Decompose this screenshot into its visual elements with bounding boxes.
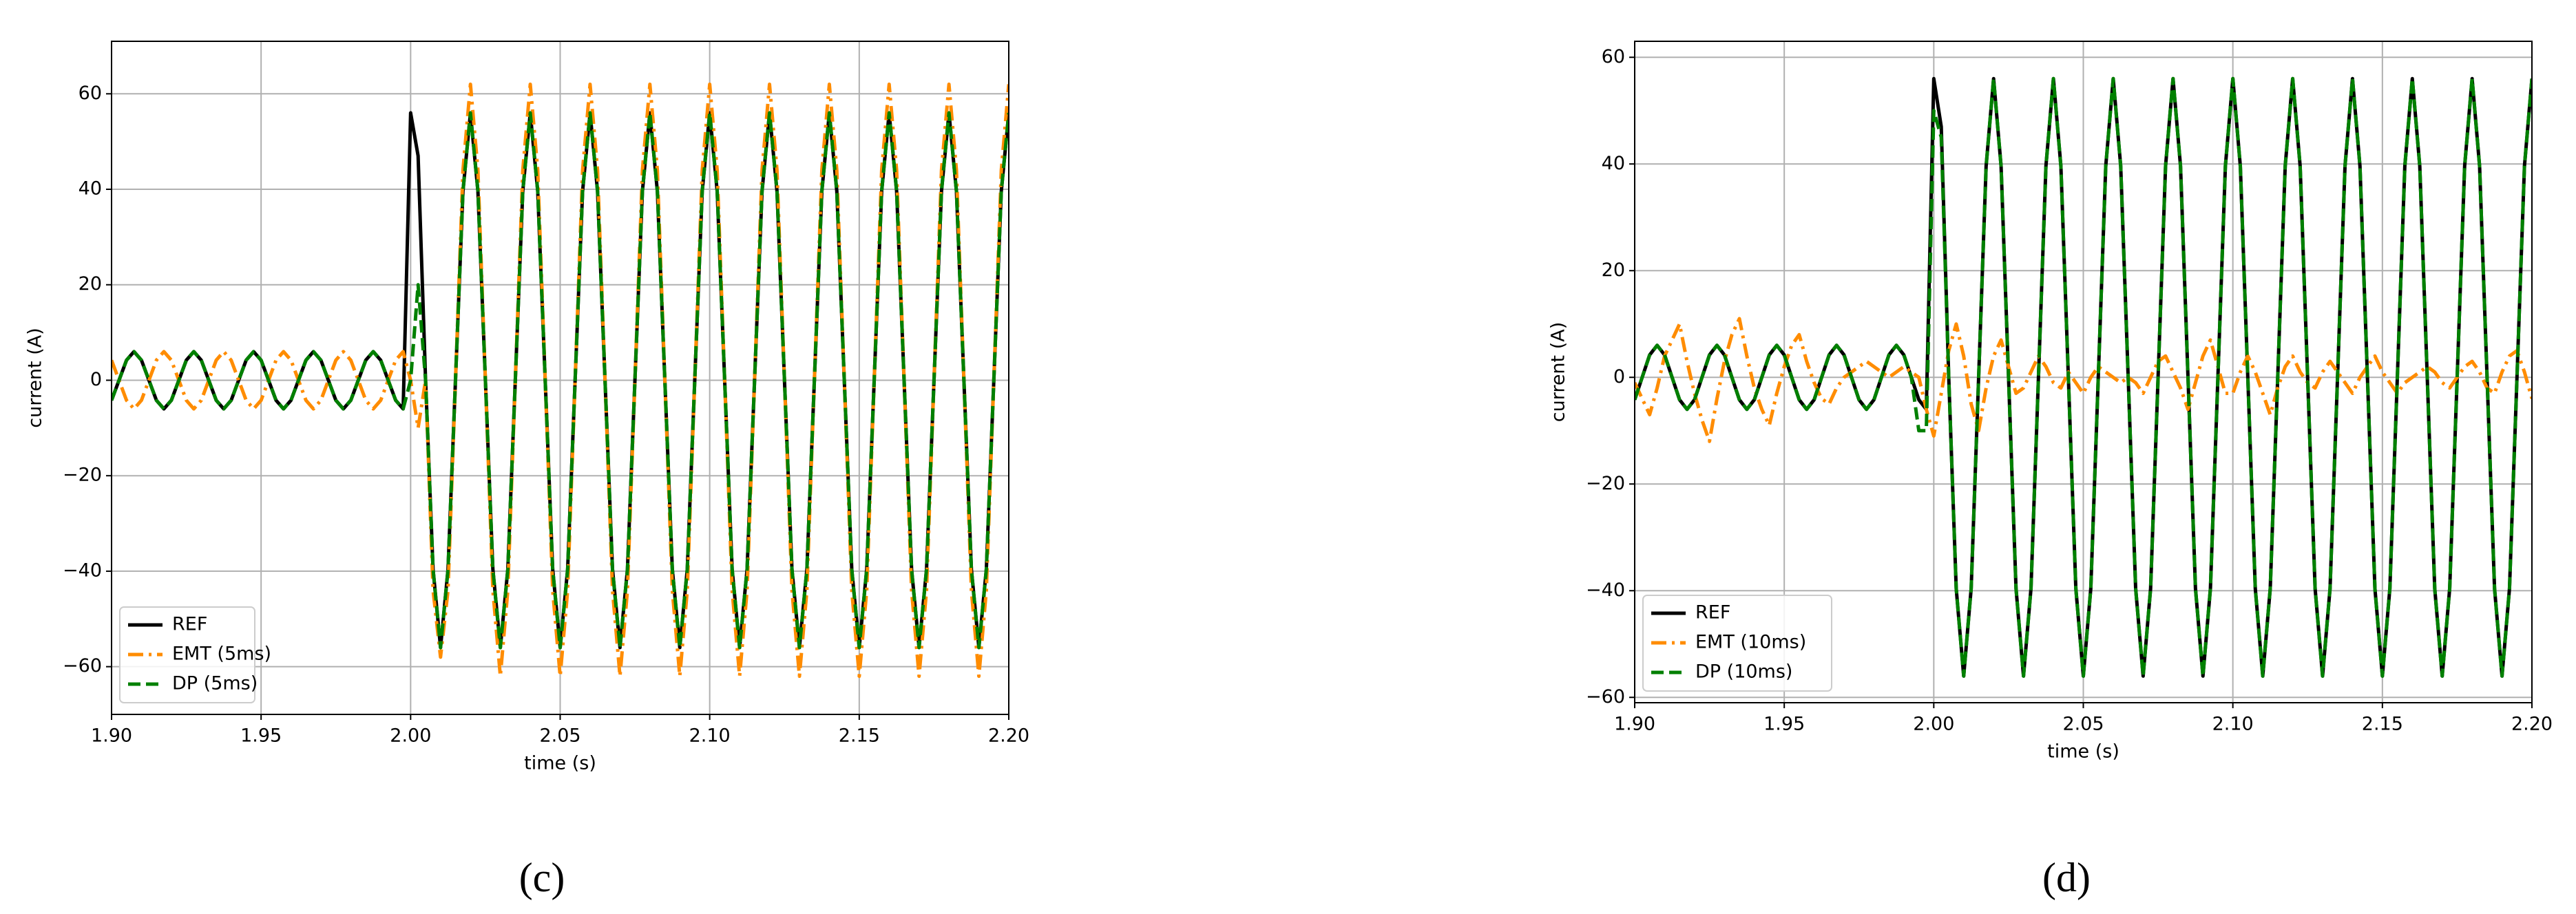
x-tick-label: 1.95	[240, 725, 282, 747]
y-tick-label: −60	[63, 655, 102, 677]
x-tick-label: 2.00	[1913, 714, 1954, 735]
subplot: −60 −40 −20 0 20 40 60 1.90 1.95 2.00 2.05 2.10 2.15…	[25, 41, 1029, 900]
y-tick-label: −60	[1586, 686, 1625, 708]
series-line	[1635, 317, 2532, 443]
x-tick-label: 2.20	[988, 725, 1029, 747]
legend-label: DP (10ms)	[1695, 661, 1792, 683]
y-axis-label: current (A)	[1548, 322, 1569, 423]
y-tick-label: 40	[78, 178, 102, 200]
legend: REF EMT (5ms) DP (5ms)	[119, 606, 271, 703]
y-tick-label: 20	[1602, 259, 1625, 281]
y-tick-label: 0	[1613, 366, 1625, 387]
y-axis-label: current (A)	[25, 328, 46, 428]
x-tick-label: 2.05	[539, 725, 580, 747]
x-axis-label: time (s)	[524, 753, 596, 774]
x-tick-label: 1.90	[91, 725, 132, 747]
legend-label: EMT (5ms)	[172, 644, 271, 665]
legend-label: REF	[1695, 602, 1730, 624]
y-tick-label: −20	[63, 465, 102, 486]
panel-caption: (d)	[2042, 855, 2091, 900]
y-tick-label: 0	[90, 369, 102, 390]
y-tick-label: 60	[1602, 46, 1625, 67]
legend-label: REF	[172, 614, 207, 635]
legend-box	[119, 606, 255, 703]
x-tick-label: 2.10	[689, 725, 731, 747]
x-tick-label: 1.95	[1763, 714, 1805, 735]
legend: REF EMT (10ms) DP (10ms)	[1642, 595, 1832, 692]
y-tick-label: −40	[63, 560, 102, 581]
subplot: −60 −40 −20 0 20 40 60 1.90 1.95 2.00 2.05 2.10 2.15…	[1548, 41, 2553, 900]
y-tick-label: 60	[78, 83, 102, 104]
x-tick-label: 2.15	[2362, 714, 2403, 735]
y-tick-label: −20	[1586, 473, 1625, 494]
x-tick-label: 2.15	[839, 725, 880, 747]
x-axis-label: time (s)	[2047, 741, 2119, 763]
series-line	[112, 111, 1009, 650]
panel-caption: (c)	[519, 855, 565, 900]
legend-box	[1642, 595, 1832, 692]
x-tick-label: 2.20	[2511, 714, 2553, 735]
x-tick-label: 2.00	[390, 725, 431, 747]
y-tick-label: −40	[1586, 580, 1625, 601]
plot-frame	[1634, 41, 2533, 703]
y-tick-label: 20	[78, 273, 102, 295]
plot-frame	[111, 41, 1009, 715]
series-line	[1635, 76, 2532, 678]
x-tick-label: 2.10	[2212, 714, 2254, 735]
legend-label: EMT (10ms)	[1695, 632, 1806, 653]
legend-label: DP (5ms)	[172, 673, 258, 694]
y-tick-label: 40	[1602, 153, 1625, 174]
series-line	[112, 82, 1009, 679]
x-tick-label: 1.90	[1614, 714, 1655, 735]
x-tick-label: 2.05	[2062, 714, 2104, 735]
